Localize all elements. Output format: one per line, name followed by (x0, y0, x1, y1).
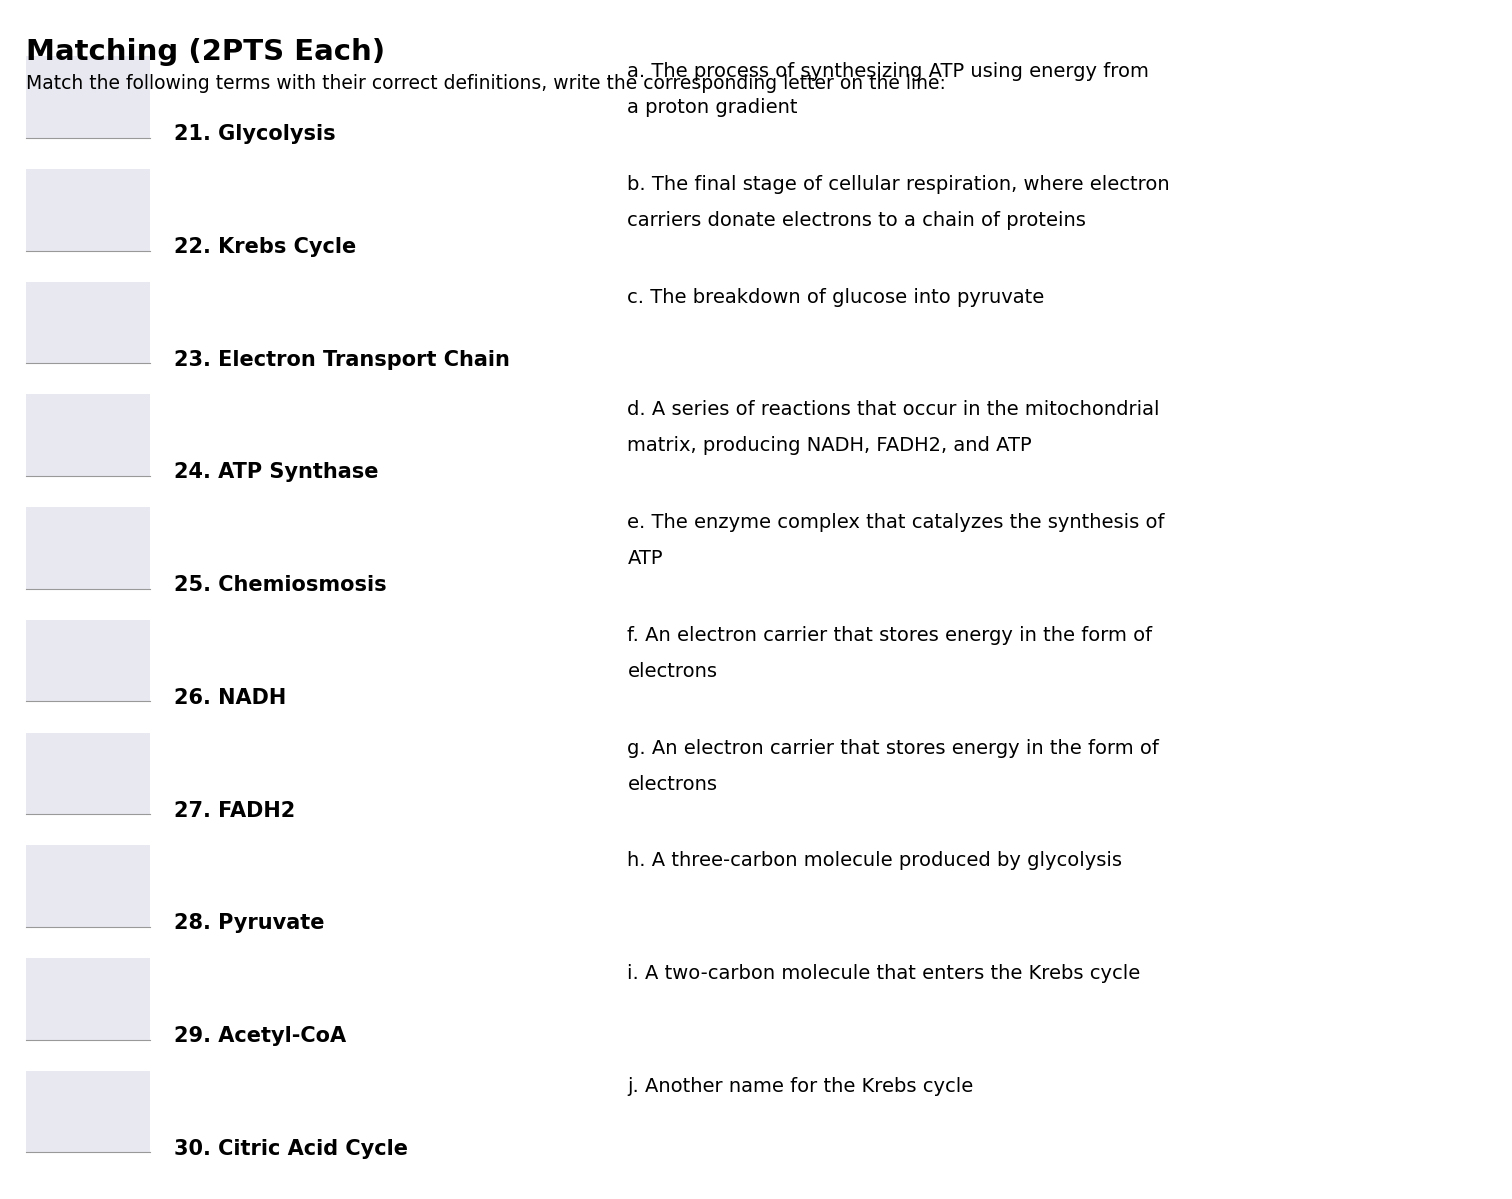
Text: electrons: electrons (627, 662, 718, 681)
Bar (26, 1071, 150, 1152)
Text: 25. Chemiosmosis: 25. Chemiosmosis (174, 576, 387, 595)
Text: 27. FADH2: 27. FADH2 (174, 801, 295, 820)
Text: a proton gradient: a proton gradient (627, 98, 798, 118)
Text: 21. Glycolysis: 21. Glycolysis (174, 125, 336, 144)
Bar (26, 845, 150, 927)
Text: electrons: electrons (627, 775, 718, 794)
Text: Match the following terms with their correct definitions, write the correspondin: Match the following terms with their cor… (26, 74, 945, 94)
Text: f. An electron carrier that stores energy in the form of: f. An electron carrier that stores energ… (627, 626, 1152, 645)
Bar (26, 282, 150, 363)
Text: 23. Electron Transport Chain: 23. Electron Transport Chain (174, 350, 510, 369)
Text: 22. Krebs Cycle: 22. Krebs Cycle (174, 237, 357, 257)
Text: 26. NADH: 26. NADH (174, 688, 286, 707)
Text: 29. Acetyl-CoA: 29. Acetyl-CoA (174, 1026, 346, 1046)
Bar (26, 507, 150, 589)
Bar (26, 958, 150, 1040)
Text: a. The process of synthesizing ATP using energy from: a. The process of synthesizing ATP using… (627, 62, 1149, 82)
Bar (26, 733, 150, 814)
Bar (26, 169, 150, 251)
Bar (26, 620, 150, 701)
Text: g. An electron carrier that stores energy in the form of: g. An electron carrier that stores energ… (627, 739, 1160, 758)
Text: carriers donate electrons to a chain of proteins: carriers donate electrons to a chain of … (627, 211, 1086, 230)
Bar (26, 56, 150, 138)
Text: i. A two-carbon molecule that enters the Krebs cycle: i. A two-carbon molecule that enters the… (627, 964, 1140, 983)
Text: e. The enzyme complex that catalyzes the synthesis of: e. The enzyme complex that catalyzes the… (627, 513, 1164, 532)
Text: b. The final stage of cellular respiration, where electron: b. The final stage of cellular respirati… (627, 175, 1170, 194)
Text: 28. Pyruvate: 28. Pyruvate (174, 914, 325, 933)
Text: 24. ATP Synthase: 24. ATP Synthase (174, 463, 378, 482)
Text: 30. Citric Acid Cycle: 30. Citric Acid Cycle (174, 1139, 408, 1158)
Text: Matching (2PTS Each): Matching (2PTS Each) (26, 38, 386, 66)
Text: j. Another name for the Krebs cycle: j. Another name for the Krebs cycle (627, 1077, 974, 1096)
Text: c. The breakdown of glucose into pyruvate: c. The breakdown of glucose into pyruvat… (627, 288, 1045, 307)
Text: ATP: ATP (627, 549, 662, 568)
Bar (26, 394, 150, 476)
Text: d. A series of reactions that occur in the mitochondrial: d. A series of reactions that occur in t… (627, 400, 1160, 420)
Text: h. A three-carbon molecule produced by glycolysis: h. A three-carbon molecule produced by g… (627, 851, 1122, 870)
Text: matrix, producing NADH, FADH2, and ATP: matrix, producing NADH, FADH2, and ATP (627, 436, 1033, 456)
